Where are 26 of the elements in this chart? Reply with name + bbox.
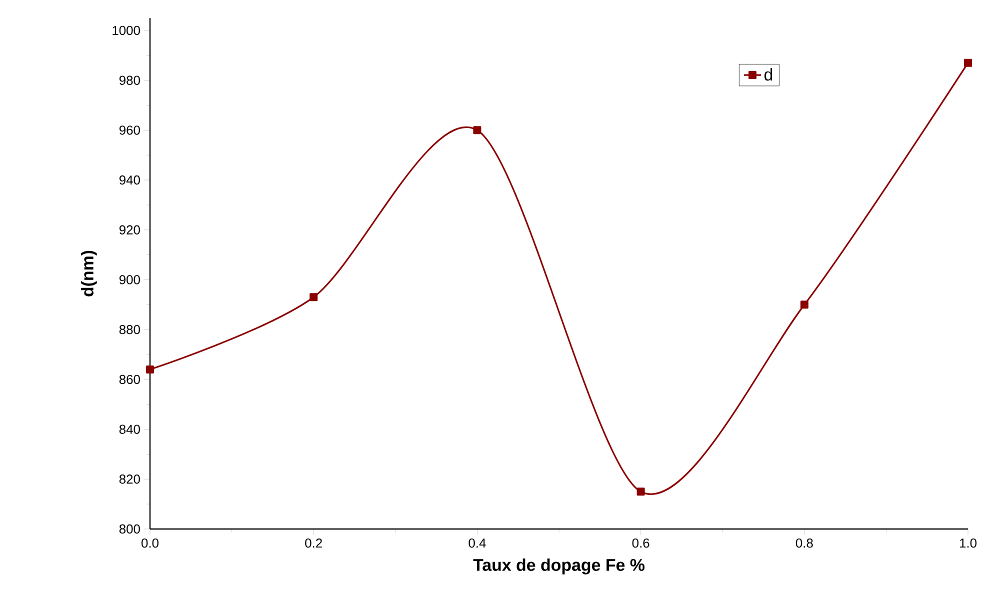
y-tick-label: 920 (119, 225, 140, 234)
y-tick-label: 820 (119, 474, 140, 484)
y-tick-label: 940 (119, 175, 140, 185)
x-tick-label: 0.2 (305, 538, 322, 548)
point (800, 300, 808, 309)
y-tick-label: 880 (119, 324, 140, 334)
y-tick-label: 1000 (112, 26, 140, 36)
x-tick-label: 0.6 (632, 538, 650, 548)
point (146, 365, 154, 374)
x-tick-label: 0.8 (796, 538, 813, 548)
y-tick-label: 900 (119, 275, 140, 284)
y-tick-label: 980 (119, 76, 140, 85)
point (310, 293, 318, 302)
x-axis-title: Taux de dopage Fe % (473, 558, 645, 574)
legend-label: d (764, 68, 772, 81)
y-axis-title: d(nm) (81, 250, 97, 296)
y-tick-label: 840 (119, 424, 140, 434)
x-tick-label: 0.4 (468, 538, 486, 548)
x-tick-label: 0.0 (142, 538, 159, 548)
point (964, 58, 972, 67)
y-tick-label: 860 (119, 374, 140, 384)
y-tick-label: 800 (119, 524, 140, 534)
point (636, 488, 645, 496)
point (473, 126, 482, 134)
x-tick-label: 1.0 (960, 538, 977, 548)
y-tick-label: 960 (119, 126, 140, 135)
